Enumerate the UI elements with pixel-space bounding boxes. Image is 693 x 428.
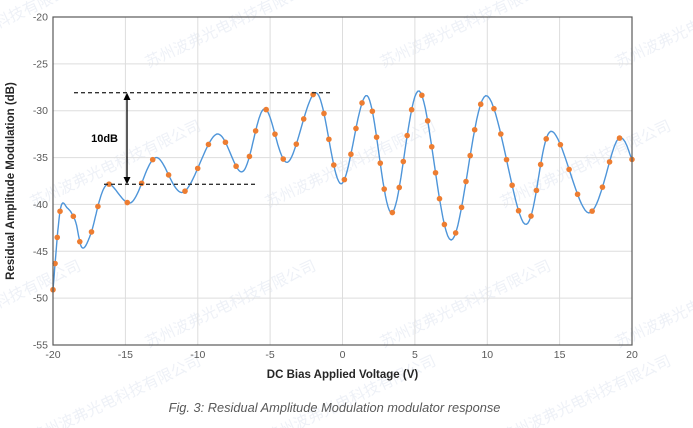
svg-text:Residual Amplitude Modulation: Residual Amplitude Modulation (dB) bbox=[5, 82, 17, 280]
svg-text:0: 0 bbox=[340, 349, 346, 361]
svg-text:-5: -5 bbox=[265, 349, 274, 361]
svg-text:-45: -45 bbox=[33, 246, 48, 258]
svg-text:-20: -20 bbox=[33, 12, 48, 24]
svg-text:15: 15 bbox=[554, 349, 566, 361]
svg-text:-50: -50 bbox=[33, 293, 48, 305]
svg-text:-25: -25 bbox=[33, 58, 48, 70]
svg-text:20: 20 bbox=[626, 349, 638, 361]
svg-text:-30: -30 bbox=[33, 105, 48, 117]
svg-text:Fig. 3: Residual Amplitude Mod: Fig. 3: Residual Amplitude Modulation mo… bbox=[169, 400, 501, 415]
svg-text:DC Bias Applied Voltage (V): DC Bias Applied Voltage (V) bbox=[267, 369, 419, 381]
svg-text:-35: -35 bbox=[33, 152, 48, 164]
svg-text:-40: -40 bbox=[33, 199, 48, 211]
svg-text:5: 5 bbox=[412, 349, 418, 361]
svg-text:10dB: 10dB bbox=[91, 133, 118, 145]
svg-text:-10: -10 bbox=[190, 349, 205, 361]
svg-text:10: 10 bbox=[481, 349, 493, 361]
svg-text:-15: -15 bbox=[118, 349, 133, 361]
svg-text:-20: -20 bbox=[45, 349, 60, 361]
